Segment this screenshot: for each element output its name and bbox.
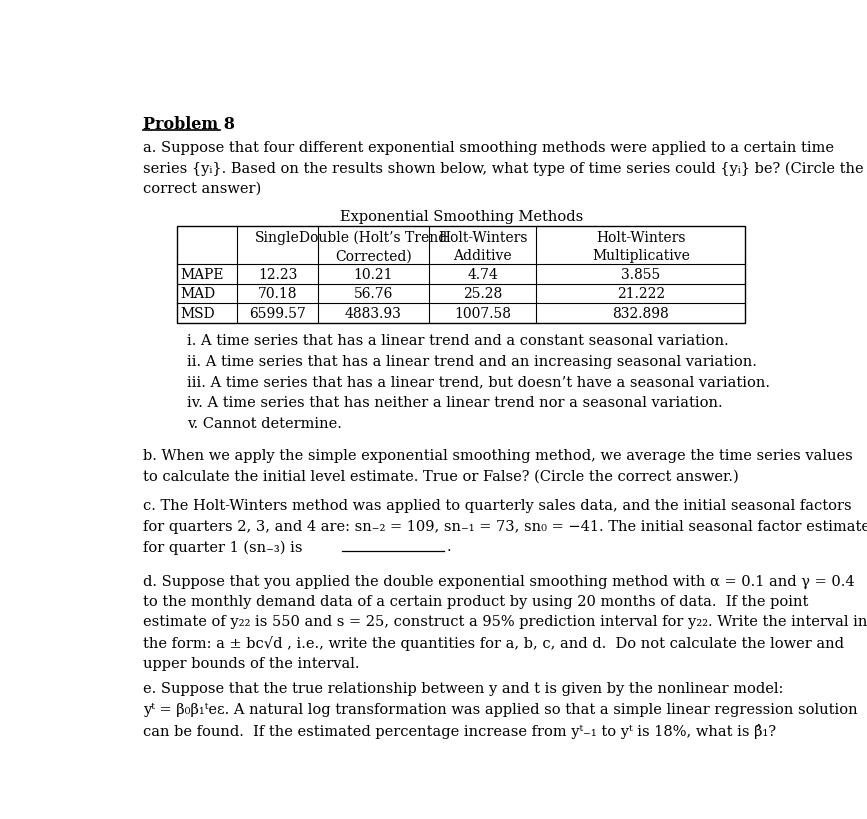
- Text: 70.18: 70.18: [257, 287, 297, 301]
- Bar: [177, 227, 746, 324]
- Text: yᵗ = β₀β₁ᵗeε. A natural log transformation was applied so that a simple linear r: yᵗ = β₀β₁ᵗeε. A natural log transformati…: [143, 703, 857, 717]
- Text: 21.222: 21.222: [616, 287, 665, 301]
- Text: a. Suppose that four different exponential smoothing methods were applied to a c: a. Suppose that four different exponenti…: [143, 141, 864, 196]
- Text: 25.28: 25.28: [463, 287, 502, 301]
- Text: for quarter 1 (sn₋₃) is: for quarter 1 (sn₋₃) is: [143, 540, 303, 554]
- Text: Single: Single: [255, 231, 300, 245]
- Text: ii. A time series that has a linear trend and an increasing seasonal variation.: ii. A time series that has a linear tren…: [187, 355, 757, 369]
- Text: 6599.57: 6599.57: [249, 306, 306, 320]
- Text: Holt-Winters
Multiplicative: Holt-Winters Multiplicative: [592, 231, 690, 263]
- Text: v. Cannot determine.: v. Cannot determine.: [187, 417, 342, 431]
- Text: MAD: MAD: [180, 287, 215, 301]
- Text: 1007.58: 1007.58: [454, 306, 511, 320]
- Text: MSD: MSD: [180, 306, 215, 320]
- Text: i. A time series that has a linear trend and a constant seasonal variation.: i. A time series that has a linear trend…: [187, 333, 728, 347]
- Text: b. When we apply the simple exponential smoothing method, we average the time se: b. When we apply the simple exponential …: [143, 449, 853, 483]
- Text: 832.898: 832.898: [612, 306, 669, 320]
- Text: .: .: [447, 540, 451, 554]
- Text: Holt-Winters
Additive: Holt-Winters Additive: [438, 231, 527, 263]
- Text: 4.74: 4.74: [467, 268, 498, 282]
- Text: 3.855: 3.855: [622, 268, 661, 282]
- Text: c. The Holt-Winters method was applied to quarterly sales data, and the initial : c. The Holt-Winters method was applied t…: [143, 498, 852, 512]
- Text: 4883.93: 4883.93: [345, 306, 401, 320]
- Text: Double (Holt’s Trend
Corrected): Double (Holt’s Trend Corrected): [299, 231, 447, 263]
- Text: 56.76: 56.76: [354, 287, 393, 301]
- Text: for quarters 2, 3, and 4 are: sn₋₂ = 109, sn₋₁ = 73, sn₀ = −41. The initial seas: for quarters 2, 3, and 4 are: sn₋₂ = 109…: [143, 519, 867, 533]
- Text: 10.21: 10.21: [354, 268, 393, 282]
- Text: can be found.  If the estimated percentage increase from yᵗ₋₁ to yᵗ is 18%, what: can be found. If the estimated percentag…: [143, 723, 776, 738]
- Text: Exponential Smoothing Methods: Exponential Smoothing Methods: [340, 210, 583, 224]
- Text: e. Suppose that the true relationship between y and t is given by the nonlinear : e. Suppose that the true relationship be…: [143, 681, 784, 695]
- Text: 12.23: 12.23: [258, 268, 297, 282]
- Text: iv. A time series that has neither a linear trend nor a seasonal variation.: iv. A time series that has neither a lin…: [187, 396, 722, 410]
- Text: d. Suppose that you applied the double exponential smoothing method with α = 0.1: d. Suppose that you applied the double e…: [143, 574, 867, 670]
- Text: MAPE: MAPE: [180, 268, 224, 282]
- Text: Problem 8: Problem 8: [143, 116, 235, 133]
- Text: iii. A time series that has a linear trend, but doesn’t have a seasonal variatio: iii. A time series that has a linear tre…: [187, 375, 770, 389]
